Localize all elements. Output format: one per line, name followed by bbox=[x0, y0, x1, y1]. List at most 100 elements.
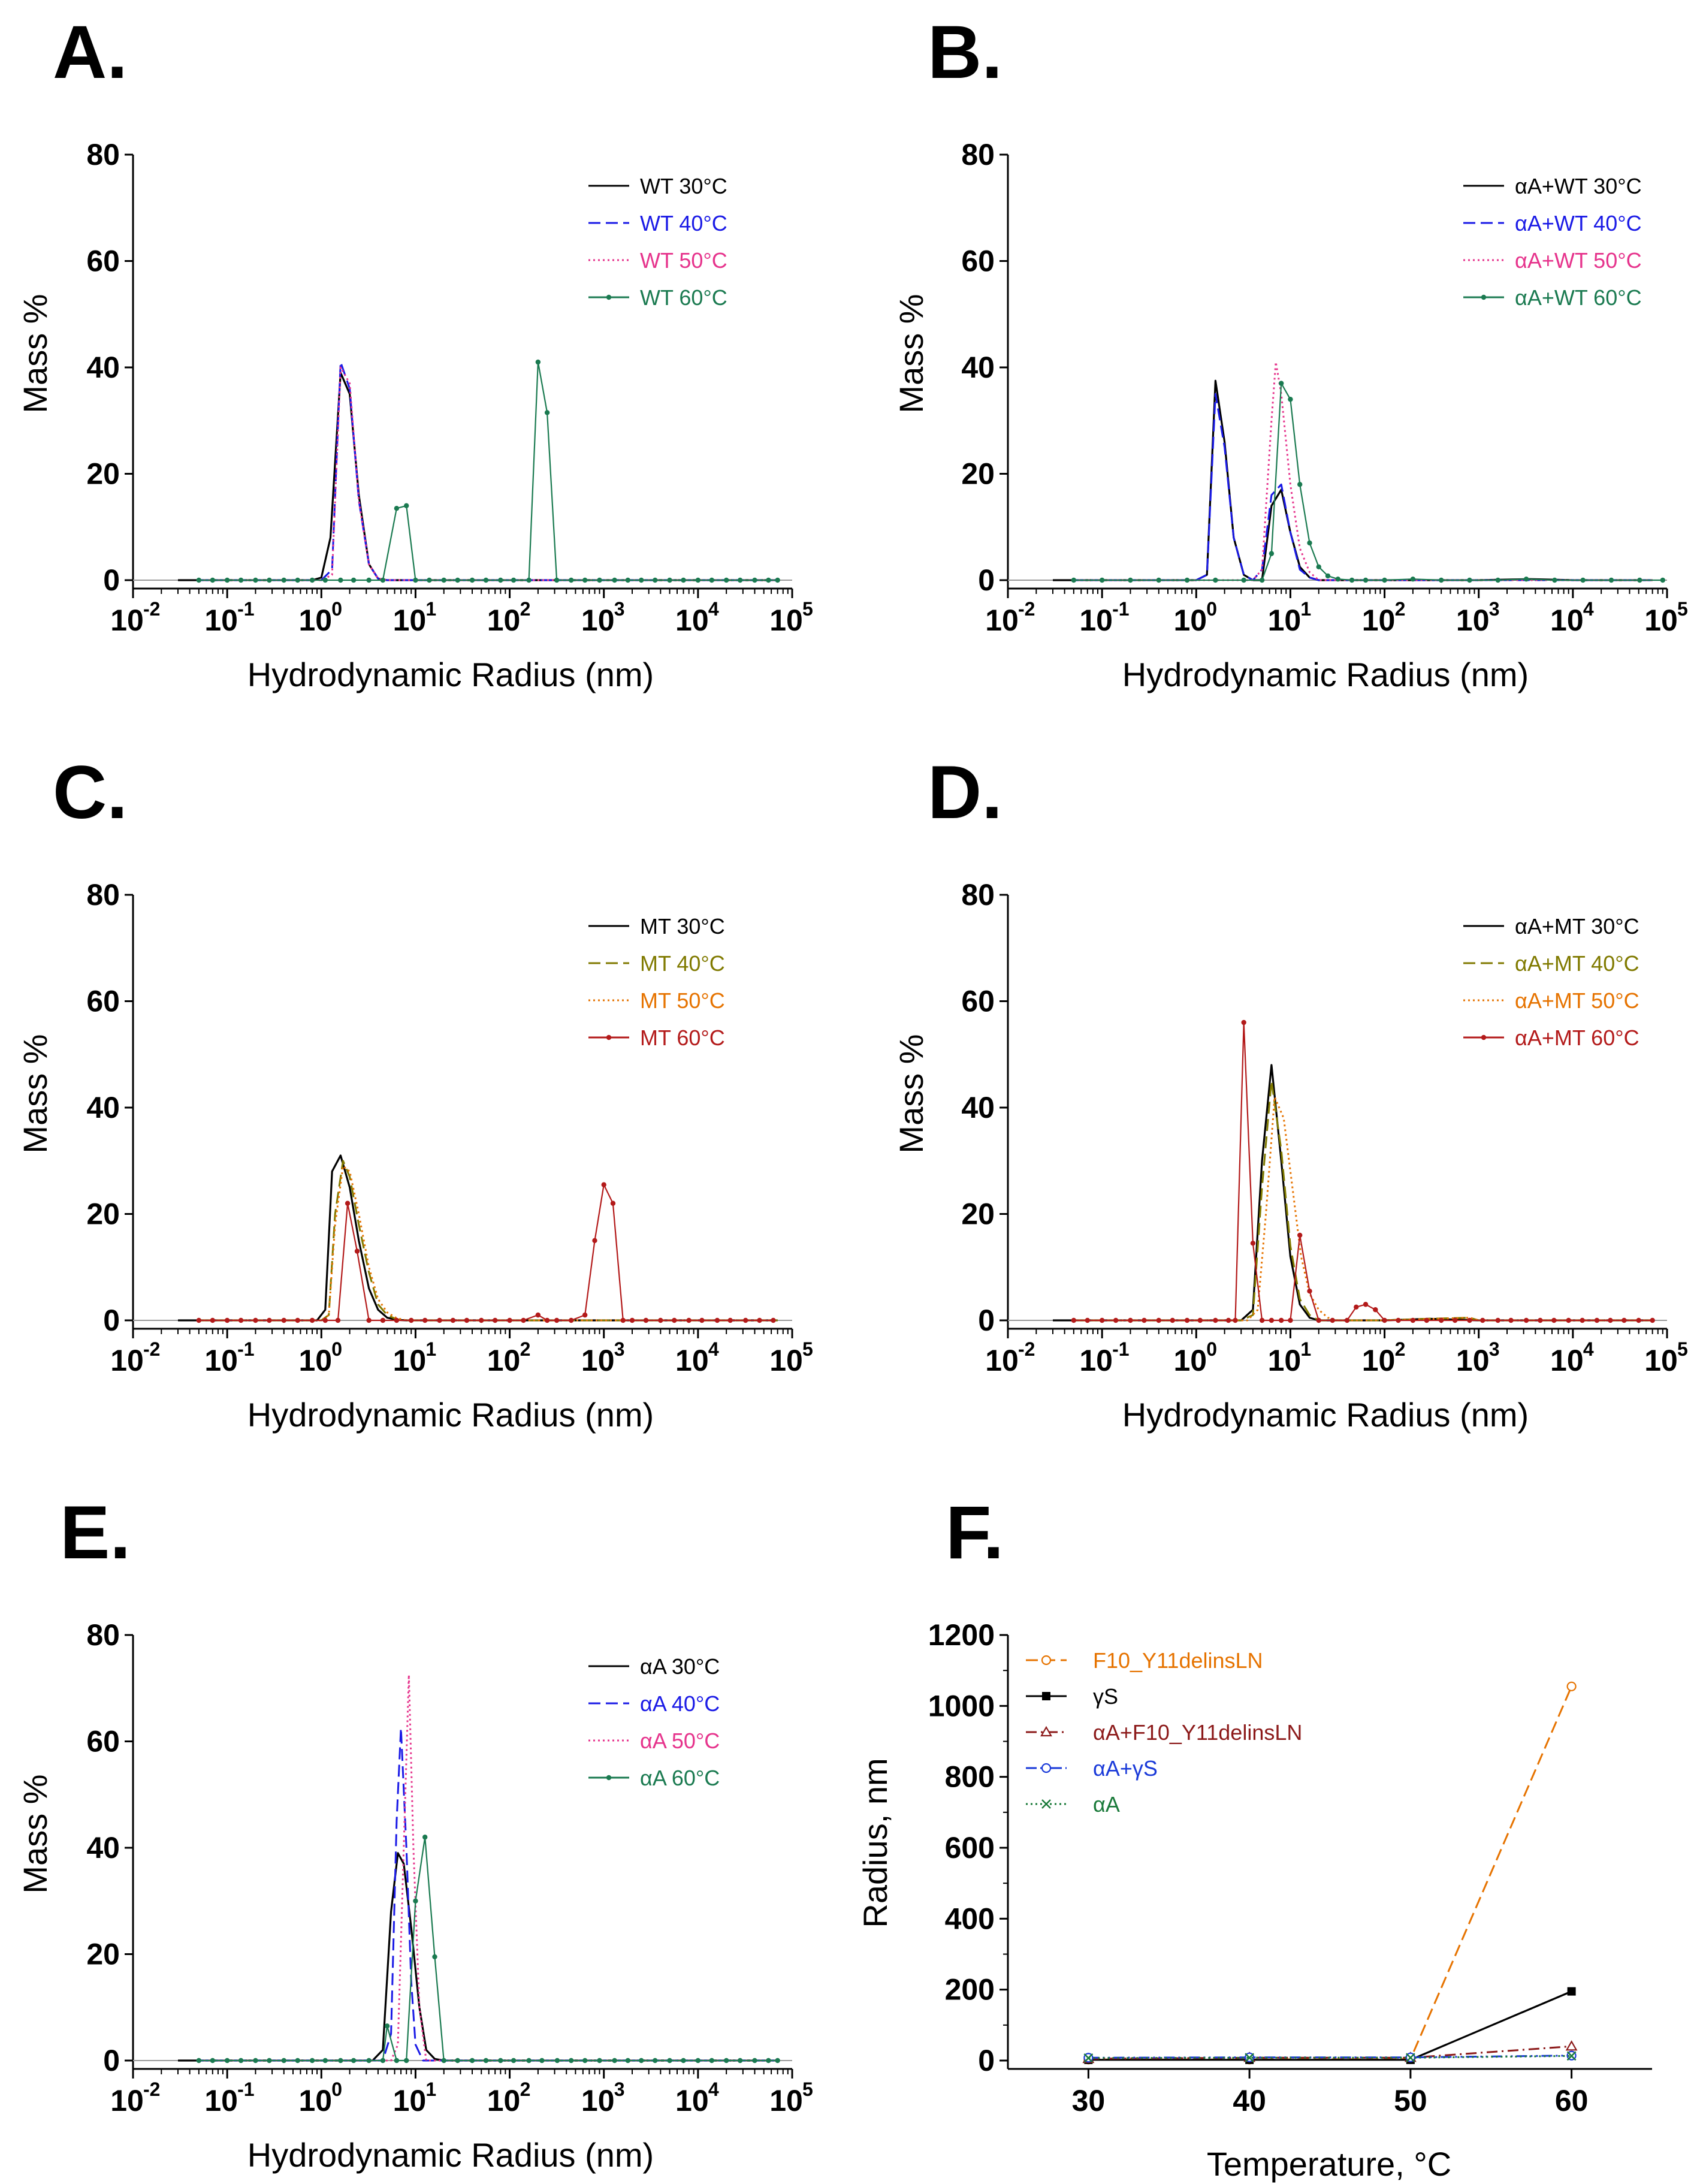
x-tick-exponent: 3 bbox=[614, 2079, 625, 2100]
data-point-marker bbox=[1259, 1317, 1265, 1323]
panel-E: E.Mass %Hydrodynamic Radius (nm)02040608… bbox=[16, 1491, 813, 2174]
series-line-1 bbox=[178, 1154, 778, 1322]
axis-title-x-E: Hydrodynamic Radius (nm) bbox=[247, 2136, 654, 2174]
data-point-marker bbox=[394, 2058, 400, 2064]
data-point-marker bbox=[1523, 1317, 1529, 1323]
y-tick-label: 800 bbox=[945, 1760, 995, 1794]
legend-marker bbox=[1481, 294, 1487, 300]
data-point-marker bbox=[511, 577, 517, 583]
x-tick-exponent: 1 bbox=[425, 598, 436, 620]
data-point-marker bbox=[394, 505, 400, 511]
data-point-marker bbox=[743, 1317, 748, 1323]
data-point-marker bbox=[612, 577, 617, 583]
y-tick-label: 60 bbox=[961, 985, 995, 1018]
x-tick-exponent: 3 bbox=[614, 1338, 625, 1360]
data-point-marker bbox=[610, 1200, 616, 1206]
panel-letter-D: D. bbox=[928, 751, 1003, 834]
data-point-marker bbox=[1184, 1317, 1190, 1323]
data-point-marker bbox=[413, 577, 418, 583]
data-point-marker bbox=[1424, 1317, 1430, 1323]
legend-label: αA+MT 40°C bbox=[1515, 951, 1639, 976]
x-tick-label: 10 bbox=[675, 2084, 709, 2117]
data-point-marker bbox=[1622, 1317, 1627, 1323]
legend-label: αA+MT 50°C bbox=[1515, 988, 1639, 1013]
data-point-marker bbox=[281, 577, 286, 583]
axis-title-y-F: Radius, nm bbox=[856, 1758, 894, 1927]
series-line-2 bbox=[1073, 1080, 1653, 1322]
data-point-marker bbox=[224, 2058, 230, 2064]
x-tick-exponent: 0 bbox=[1206, 1338, 1217, 1360]
series-line-1 bbox=[178, 1852, 778, 2062]
data-point-marker bbox=[238, 577, 244, 583]
data-point-marker bbox=[544, 1317, 550, 1323]
x-tick-exponent: 3 bbox=[1489, 1338, 1500, 1360]
data-point-marker bbox=[351, 2058, 357, 2064]
panel-A: A.Mass %Hydrodynamic Radius (nm)02040608… bbox=[16, 11, 813, 693]
data-point-marker bbox=[281, 1317, 286, 1323]
data-point-marker bbox=[1083, 2053, 1094, 2063]
data-point-marker bbox=[1396, 1317, 1401, 1323]
x-tick-label: 10 bbox=[1268, 604, 1302, 637]
x-tick-exponent: 3 bbox=[614, 598, 625, 620]
data-point-marker bbox=[695, 2058, 701, 2064]
y-tick-label: 20 bbox=[86, 457, 120, 491]
data-point-marker bbox=[455, 2058, 460, 2064]
data-point-marker bbox=[238, 1317, 244, 1323]
x-tick-label: 10 bbox=[393, 604, 427, 637]
data-point-marker bbox=[766, 577, 771, 583]
data-point-marker bbox=[196, 577, 202, 583]
panel-letter-B: B. bbox=[928, 11, 1003, 94]
data-point-marker bbox=[498, 577, 503, 583]
y-tick-label: 80 bbox=[961, 878, 995, 912]
data-point-marker bbox=[483, 577, 489, 583]
x-tick-label: 10 bbox=[1362, 1344, 1396, 1377]
data-point-marker bbox=[771, 1317, 776, 1323]
series-line-3 bbox=[198, 366, 778, 581]
data-point-marker bbox=[737, 577, 743, 583]
data-point-marker bbox=[709, 577, 715, 583]
y-tick-label: 0 bbox=[103, 563, 120, 597]
panel-B: B.Mass %Hydrodynamic Radius (nm)02040608… bbox=[892, 11, 1688, 693]
data-point-marker bbox=[1279, 381, 1284, 386]
series-line-2 bbox=[1088, 1990, 1572, 2061]
data-point-marker bbox=[775, 2058, 780, 2064]
y-tick-label: 600 bbox=[945, 1831, 995, 1865]
x-tick-label: 10 bbox=[298, 1344, 332, 1377]
data-point-marker bbox=[1551, 1317, 1557, 1323]
data-point-marker bbox=[629, 1317, 635, 1323]
data-point-marker bbox=[1438, 577, 1444, 583]
data-point-marker bbox=[511, 2058, 517, 2064]
data-point-marker bbox=[210, 577, 216, 583]
legend-label: αA+WT 30°C bbox=[1515, 174, 1642, 198]
x-tick-exponent: 0 bbox=[331, 2079, 342, 2100]
y-tick-label: 0 bbox=[978, 563, 995, 597]
data-point-marker bbox=[422, 1835, 428, 1840]
data-point-marker bbox=[672, 1317, 677, 1323]
data-point-marker bbox=[643, 1317, 649, 1323]
data-point-marker bbox=[1405, 2053, 1415, 2063]
data-point-marker bbox=[295, 577, 300, 583]
data-point-marker bbox=[253, 1317, 258, 1323]
series-line-3 bbox=[1073, 1096, 1653, 1322]
data-point-marker bbox=[380, 2058, 386, 2064]
legend-label: MT 60°C bbox=[640, 1025, 725, 1050]
x-tick-exponent: -1 bbox=[237, 598, 254, 620]
data-point-marker bbox=[1128, 577, 1133, 583]
legend-marker bbox=[1041, 1799, 1051, 1809]
x-tick-exponent: 4 bbox=[708, 2079, 719, 2100]
legend-label: MT 30°C bbox=[640, 914, 725, 939]
x-tick-label: 10 bbox=[1644, 1344, 1678, 1377]
legend-label: γS bbox=[1093, 1684, 1118, 1709]
y-tick-label: 1000 bbox=[928, 1689, 995, 1723]
x-tick-label: 10 bbox=[1550, 604, 1584, 637]
data-point-marker bbox=[582, 2058, 588, 2064]
y-tick-label: 200 bbox=[945, 1973, 995, 2007]
data-point-marker bbox=[1382, 577, 1387, 583]
data-point-marker bbox=[403, 2058, 409, 2064]
legend-label: αA 60°C bbox=[640, 1766, 720, 1790]
x-tick-label: 60 bbox=[1555, 2084, 1589, 2117]
panel-F: F. Radius, nm Temperature, °C 0 200 400 600 800… bbox=[856, 1491, 1652, 2183]
data-point-marker bbox=[714, 1317, 720, 1323]
data-point-marker bbox=[1213, 577, 1218, 583]
data-point-marker bbox=[1480, 1317, 1485, 1323]
